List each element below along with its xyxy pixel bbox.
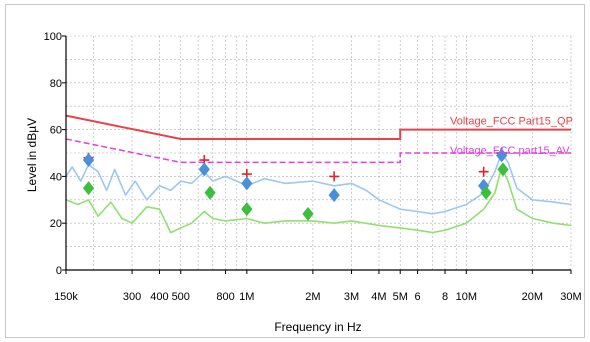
x-tick-label: 10M <box>456 291 477 303</box>
qp-final-marker <box>82 153 95 168</box>
x-tick-label: 3M <box>344 291 359 303</box>
x-tick-label: 6 <box>415 291 421 303</box>
qp-marker <box>329 171 340 182</box>
x-axis-title: Frequency in Hz <box>274 320 361 334</box>
x-tick-label: 5M <box>393 291 408 303</box>
qp-final-marker <box>496 148 508 163</box>
qp-marker <box>478 166 489 177</box>
x-tick-label: 1M <box>239 291 254 303</box>
y-axis-title: Level in dBµV <box>25 118 39 192</box>
markers <box>82 148 509 221</box>
qp-final-marker <box>241 176 253 191</box>
av-final-marker <box>480 185 492 200</box>
axes <box>62 35 572 274</box>
qp-final-marker <box>198 162 210 177</box>
series-line <box>65 152 572 215</box>
x-tick-label: 500 <box>172 291 190 303</box>
limit-line-label: Voltage_FCC Part15_QP <box>450 116 573 128</box>
x-tick-label: 800 <box>216 291 234 303</box>
x-tick-label: 150k <box>54 291 78 303</box>
tick-labels: Voltage_FCC Part15_QP Voltage_FCC part15_… <box>44 31 582 303</box>
y-tick-label: 20 <box>50 218 62 230</box>
av-final-marker <box>204 185 216 200</box>
x-tick-label: 4M <box>371 291 386 303</box>
x-tick-label: 30M <box>560 291 581 303</box>
y-tick-label: 80 <box>50 78 62 90</box>
x-tick-label: 300 <box>123 291 141 303</box>
y-tick-label: 60 <box>50 125 62 137</box>
limit-line-label: Voltage_FCC part15_AV <box>450 145 570 157</box>
limit-line <box>65 114 571 140</box>
y-tick-label: 40 <box>50 171 62 183</box>
qp-final-marker <box>478 178 490 193</box>
series-lines <box>65 152 572 234</box>
av-final-marker <box>497 162 509 177</box>
limit-lines <box>65 114 571 164</box>
x-tick-label: 8 <box>442 291 448 303</box>
x-tick-label: 2M <box>305 291 320 303</box>
y-tick-label: 0 <box>56 265 62 277</box>
av-final-marker <box>82 181 95 196</box>
qp-final-marker <box>328 188 340 203</box>
av-final-marker <box>302 206 314 221</box>
limit-line <box>65 138 571 164</box>
series-line <box>65 166 572 234</box>
x-tick-label: 400 <box>150 291 168 303</box>
av-final-marker <box>241 202 253 217</box>
y-tick-label: 100 <box>44 31 62 43</box>
x-tick-label: 20M <box>522 291 543 303</box>
